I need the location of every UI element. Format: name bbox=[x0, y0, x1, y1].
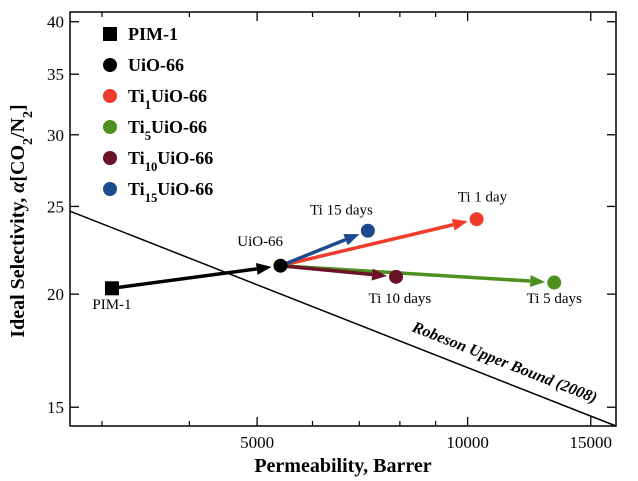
point-ti5 bbox=[547, 275, 562, 290]
legend-label: Ti15UiO-66 bbox=[128, 179, 213, 205]
upper-bound-line bbox=[69, 210, 617, 427]
arrow-head bbox=[371, 268, 388, 281]
arrow-0 bbox=[111, 262, 272, 291]
arrow-shaft bbox=[111, 267, 257, 291]
arrow-shaft bbox=[280, 263, 373, 277]
arrow-head bbox=[255, 262, 272, 275]
y-tick-label: 40 bbox=[47, 13, 64, 32]
legend-circle-marker bbox=[103, 89, 117, 103]
upper-bound-label: Robeson Upper Bound (2008) bbox=[409, 319, 599, 407]
arrow-1 bbox=[280, 218, 468, 268]
legend-item-uio66: UiO-66 bbox=[103, 55, 184, 75]
point-ti15 bbox=[360, 223, 375, 238]
x-axis-title: Permeability, Barrer bbox=[254, 455, 431, 477]
legend-item-ti10: Ti10UiO-66 bbox=[103, 148, 213, 174]
legend-label: Ti10UiO-66 bbox=[128, 148, 213, 174]
arrow-head bbox=[343, 234, 360, 246]
annotation-label: Ti 10 days bbox=[368, 291, 431, 307]
legend-label: PIM-1 bbox=[128, 24, 178, 44]
y-axis-title: Ideal Selectivity, α[CO2/N2] bbox=[7, 104, 36, 337]
point-ti1 bbox=[469, 212, 484, 227]
legend-circle-marker bbox=[103, 58, 117, 72]
legend-label: UiO-66 bbox=[128, 55, 184, 75]
y-tick-label: 20 bbox=[47, 285, 64, 304]
legend-item-ti15: Ti15UiO-66 bbox=[103, 179, 213, 205]
legend-square-marker bbox=[103, 27, 117, 41]
annotation-label: UiO-66 bbox=[237, 234, 283, 250]
x-tick-label: 15000 bbox=[570, 433, 613, 452]
point-ti10 bbox=[389, 269, 404, 284]
annotation-label: Ti 5 days bbox=[527, 291, 582, 307]
arrow-head bbox=[529, 275, 546, 288]
y-tick-label: 25 bbox=[47, 197, 64, 216]
x-tick-label: 10000 bbox=[446, 433, 489, 452]
y-tick-label: 30 bbox=[47, 126, 64, 145]
legend-item-pim1: PIM-1 bbox=[103, 24, 178, 44]
legend-label: Ti5UiO-66 bbox=[128, 117, 207, 143]
arrow-shaft bbox=[280, 223, 454, 268]
legend-label: Ti1UiO-66 bbox=[128, 86, 207, 112]
plot-frame bbox=[69, 11, 617, 427]
x-tick-label: 5000 bbox=[240, 433, 274, 452]
legend-item-ti1: Ti1UiO-66 bbox=[103, 86, 207, 112]
y-tick-label: 15 bbox=[47, 398, 64, 417]
arrow-head bbox=[451, 218, 468, 231]
annotation-label: Ti 15 days bbox=[310, 202, 373, 218]
legend-circle-marker bbox=[103, 151, 117, 165]
point-uio66 bbox=[273, 258, 288, 273]
annotation-label: Ti 1 day bbox=[458, 190, 508, 206]
arrow-3 bbox=[280, 263, 388, 281]
legend-circle-marker bbox=[103, 182, 117, 196]
legend-item-ti5: Ti5UiO-66 bbox=[103, 117, 207, 143]
arrow-4 bbox=[279, 234, 360, 268]
legend-circle-marker bbox=[103, 120, 117, 134]
point-pim1 bbox=[104, 281, 119, 296]
arrow-shaft bbox=[279, 238, 347, 268]
annotation-label: PIM-1 bbox=[92, 297, 131, 313]
y-tick-label: 35 bbox=[47, 65, 64, 84]
